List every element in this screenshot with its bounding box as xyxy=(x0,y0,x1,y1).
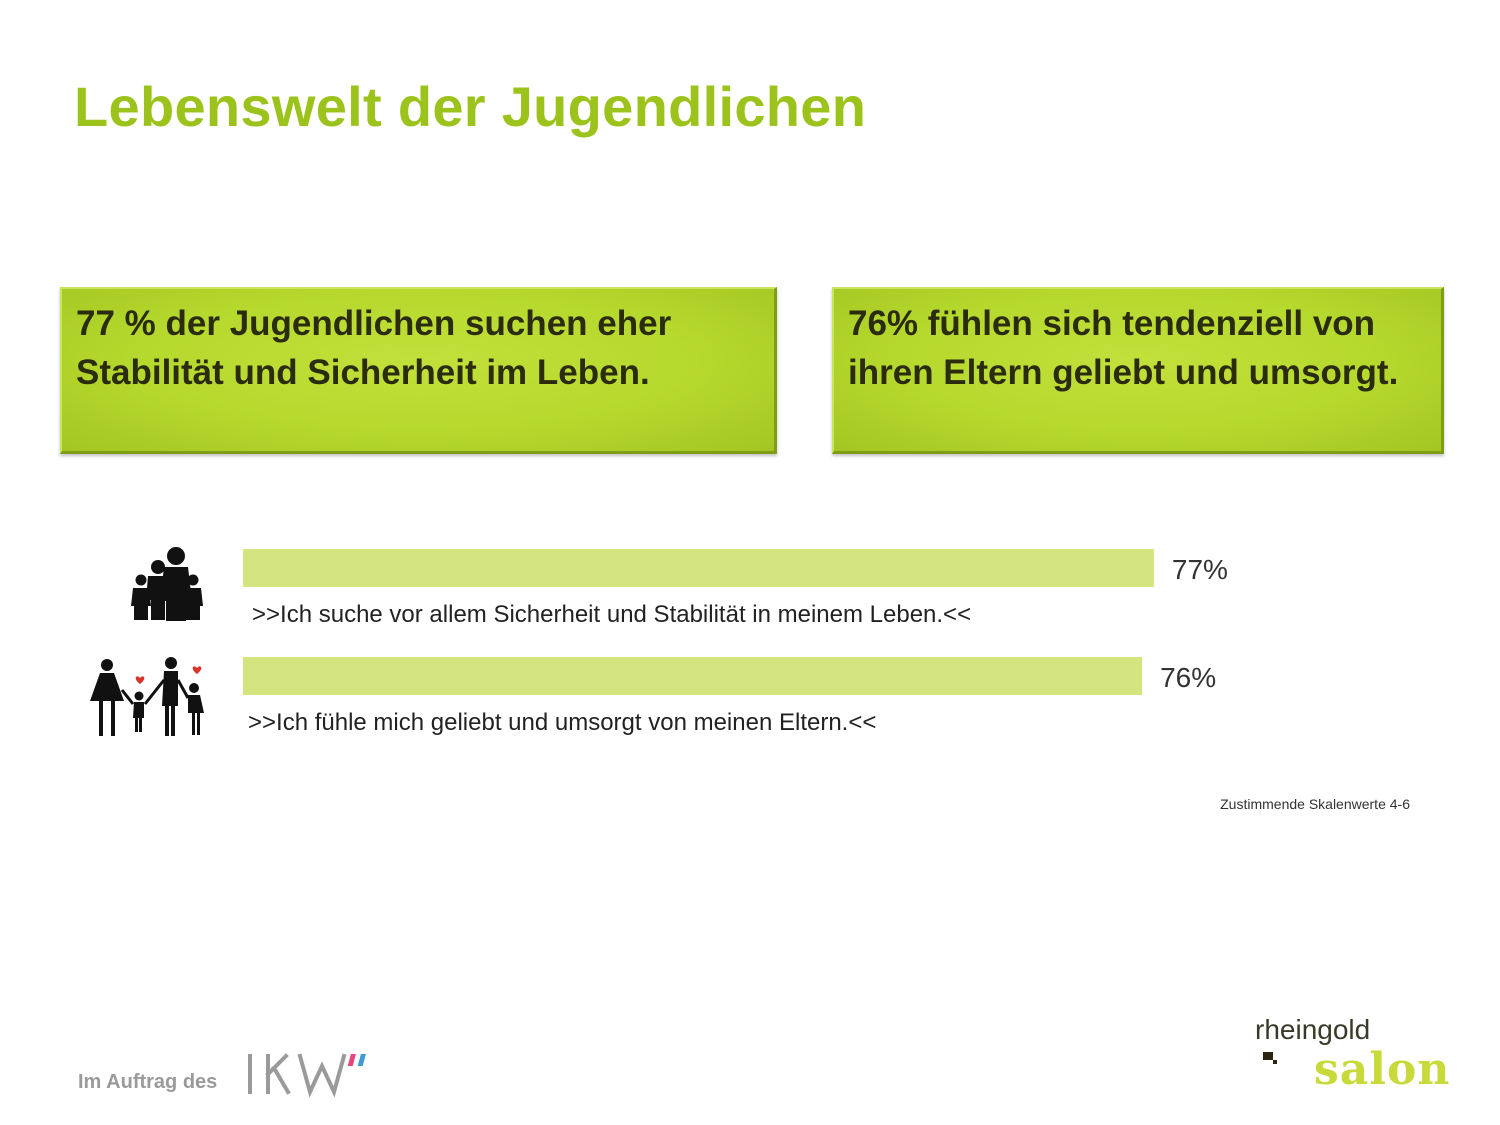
family-group-icon xyxy=(131,547,203,621)
page-title: Lebenswelt der Jugendlichen xyxy=(74,75,867,138)
highlight-line: Stabilität und Sicherheit im Leben. xyxy=(76,353,650,392)
category-label: >>Ich fühle mich geliebt und umsorgt von… xyxy=(248,709,876,736)
ikw-logo xyxy=(248,1053,366,1098)
highlight-line: 77 % der Jugendlichen suchen eher xyxy=(76,304,672,343)
value-label: 77% xyxy=(1172,554,1228,585)
highlight-line: ihren Eltern geliebt und umsorgt. xyxy=(848,353,1399,392)
highlight-text: 77 % der Jugendlichen suchen eher Stabil… xyxy=(76,299,764,397)
highlight-text: 76% fühlen sich tendenziell von ihren El… xyxy=(848,299,1431,397)
brand-mark-icon xyxy=(1263,1052,1277,1064)
bars-group: 77% >>Ich suche vor allem Sicherheit und … xyxy=(243,549,1228,736)
bar xyxy=(243,657,1143,695)
brand-salon: salon xyxy=(1314,1044,1451,1095)
brand-rheingold: rheingold xyxy=(1255,1014,1371,1045)
value-label: 76% xyxy=(1160,662,1216,693)
rheingold-salon-logo: rheingold salon xyxy=(1252,1014,1452,1095)
highlight-line: 76% fühlen sich tendenziell von xyxy=(848,304,1376,343)
scale-note: Zustimmende Skalenwerte 4-6 xyxy=(1220,796,1410,812)
family-holding-hands-icon xyxy=(90,657,204,736)
commissioned-by-label: Im Auftrag des xyxy=(78,1071,218,1093)
bar xyxy=(243,549,1154,587)
bar-chart: 77% >>Ich suche vor allem Sicherheit und … xyxy=(90,547,1228,736)
highlight-box-stability: 77 % der Jugendlichen suchen eher Stabil… xyxy=(60,287,777,454)
highlight-box-parents: 76% fühlen sich tendenziell von ihren El… xyxy=(832,287,1444,454)
category-label: >>Ich suche vor allem Sicherheit und Sta… xyxy=(252,601,971,628)
